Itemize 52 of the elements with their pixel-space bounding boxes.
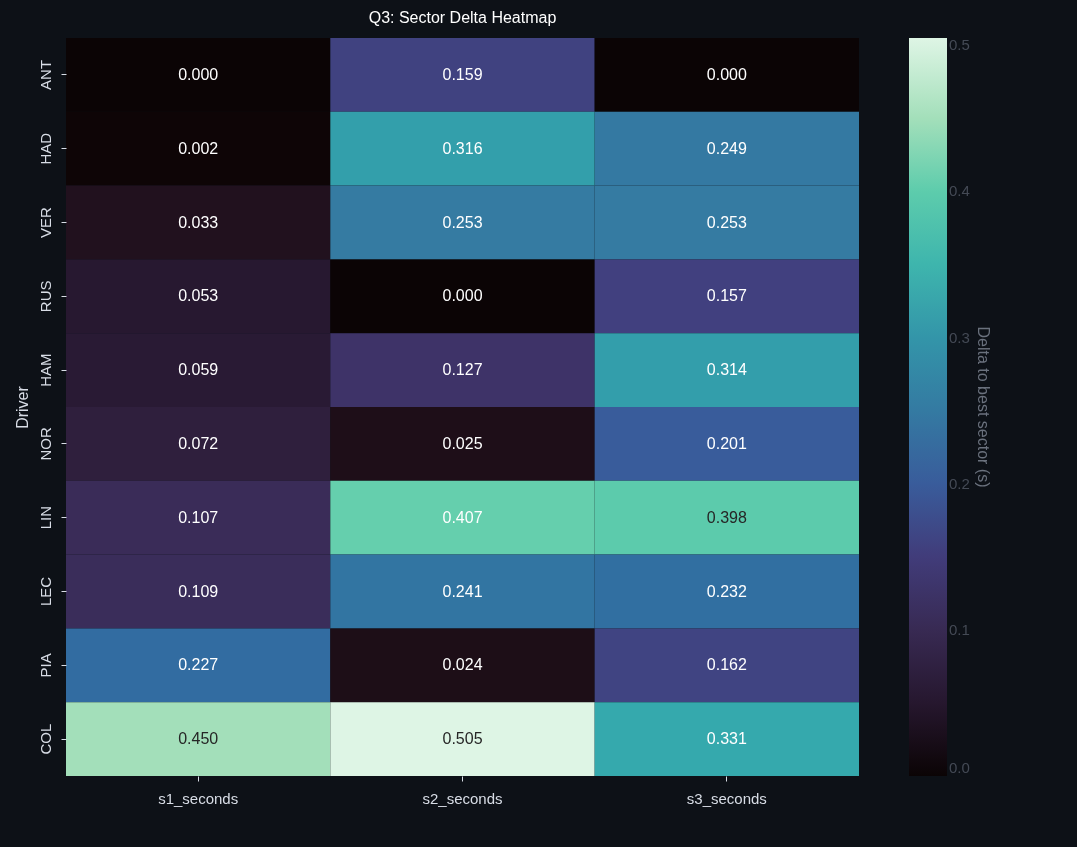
color-bar-label: 0.3 [949, 328, 970, 346]
x-tick-label: s2_seconds [422, 789, 503, 807]
data-label: 0.053 [178, 287, 219, 305]
data-label: 0.253 [706, 213, 747, 231]
data-label: 0.002 [178, 139, 219, 157]
data-label: 0.157 [706, 287, 747, 305]
data-label: 0.407 [442, 508, 483, 526]
color-bar-label: 0.1 [949, 620, 970, 638]
data-label: 0.024 [442, 656, 483, 674]
data-label: 0.107 [178, 508, 219, 526]
data-label: 0.000 [442, 287, 483, 305]
y-tick-label: RUS [36, 280, 54, 313]
y-tick-label: LEC [36, 576, 54, 607]
data-label: 0.249 [706, 139, 747, 157]
data-label: 0.162 [706, 656, 747, 674]
data-label: 0.000 [178, 65, 219, 83]
y-tick-label: HAM [36, 353, 54, 387]
x-tick-label: s1_seconds [158, 789, 239, 807]
data-label: 0.232 [706, 582, 747, 600]
y-tick-label: HAD [36, 132, 54, 165]
data-label: 0.331 [706, 730, 747, 748]
data-label: 0.450 [178, 730, 219, 748]
x-tick-label: s3_seconds [686, 789, 767, 807]
chart-title: Q3: Sector Delta Heatmap [368, 9, 557, 26]
data-label: 0.227 [178, 656, 219, 674]
y-tick-label: LIN [36, 506, 54, 530]
data-label: 0.159 [442, 65, 483, 83]
data-label: 0.316 [442, 139, 483, 157]
color-bar-title: Delta to best sector (s) [975, 326, 992, 488]
color-bar-label: 0.2 [949, 474, 970, 492]
y-tick-label: VER [36, 206, 54, 238]
color-bar-label: 0.0 [949, 759, 970, 776]
data-label: 0.201 [706, 434, 747, 452]
data-label: 0.398 [706, 508, 747, 526]
y-tick-label: PIA [36, 653, 54, 678]
data-label: 0.127 [442, 361, 483, 379]
color-bar-label: 0.5 [949, 36, 970, 54]
y-tick-label: COL [36, 723, 54, 755]
data-label: 0.025 [442, 434, 483, 452]
data-label: 0.000 [706, 65, 747, 83]
y-tick-label: ANT [36, 59, 54, 90]
data-label: 0.241 [442, 582, 483, 600]
data-label: 0.072 [178, 434, 219, 452]
data-label: 0.109 [178, 582, 219, 600]
data-label: 0.033 [178, 213, 219, 231]
data-label: 0.314 [706, 361, 747, 379]
color-bar-label: 0.4 [949, 182, 970, 200]
y-axis-title: Driver [13, 385, 31, 429]
y-tick-label: NOR [36, 427, 54, 461]
data-label: 0.505 [442, 730, 483, 748]
data-label: 0.253 [442, 213, 483, 231]
data-label: 0.059 [178, 361, 219, 379]
